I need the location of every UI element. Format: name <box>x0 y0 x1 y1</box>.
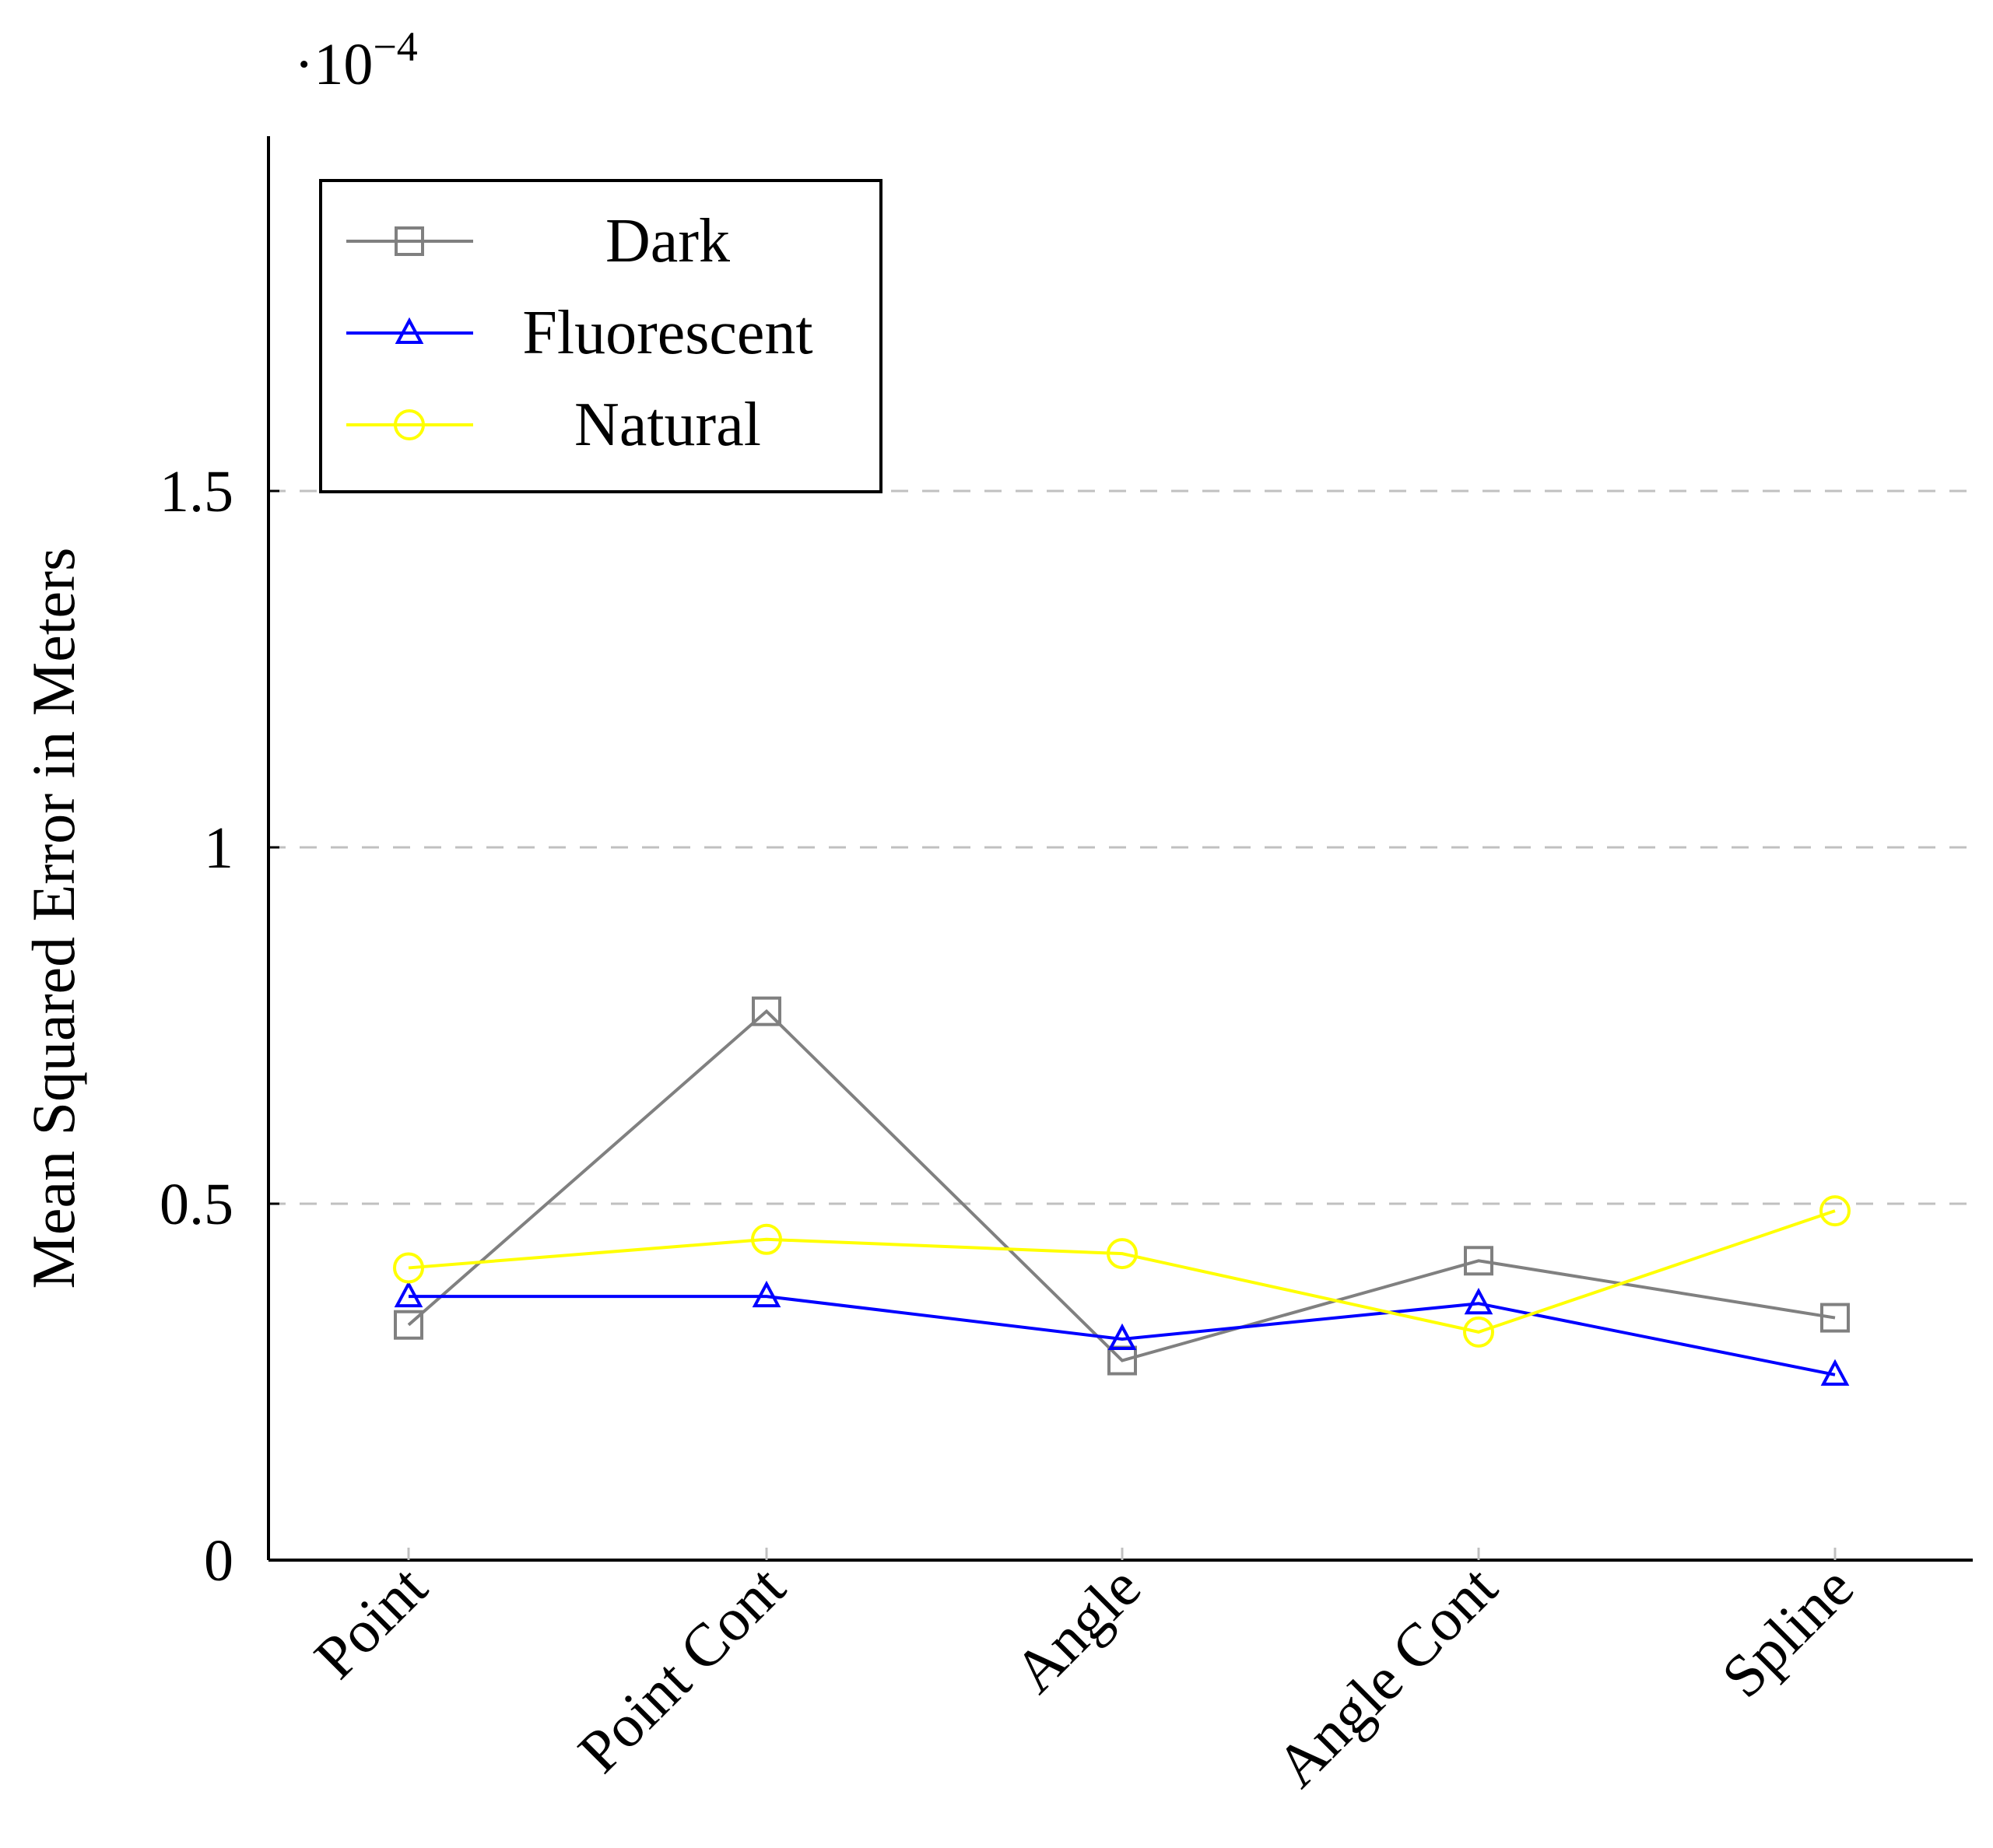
x-tick-label: Spline <box>1709 1553 1866 1710</box>
series <box>393 996 1851 1386</box>
legend-label: Natural <box>574 391 761 459</box>
series-natural <box>393 1195 1851 1348</box>
legend-label: Fluorescent <box>522 299 812 367</box>
series-fluorescent <box>394 1280 1850 1386</box>
legend-item: Natural <box>346 391 761 459</box>
y-scale-exponent: −4 <box>373 23 417 70</box>
legend-label: Dark <box>605 207 730 275</box>
series-line <box>407 1008 1836 1362</box>
data-point <box>1464 1288 1493 1315</box>
x-tick-label: Point <box>301 1552 440 1691</box>
x-tick-label: Angle Cont <box>1263 1552 1511 1800</box>
svg-text:·10−4: ·10−4 <box>294 23 418 97</box>
y-ticks: 0 0.5 1 1.5 <box>160 459 279 1594</box>
y-tick-label: 0.5 <box>160 1172 233 1237</box>
x-tick-label: Angle <box>1001 1553 1153 1706</box>
data-point <box>1107 1323 1137 1351</box>
y-tick-label: 1.5 <box>160 459 233 524</box>
legend-item: Dark <box>346 207 730 275</box>
data-point <box>1820 1359 1850 1386</box>
data-point <box>1464 1246 1493 1276</box>
x-tick-label: Point Cont <box>565 1552 798 1785</box>
grid-lines <box>268 489 1973 1205</box>
legend: Dark Fluorescent Natural <box>319 179 882 493</box>
series-line <box>409 1295 1836 1376</box>
data-point <box>1463 1316 1494 1348</box>
y-tick-label: 0 <box>204 1528 233 1594</box>
legend-item: Fluorescent <box>346 299 813 367</box>
data-point <box>1107 1238 1138 1270</box>
data-point <box>751 1223 782 1255</box>
data-point <box>393 1252 424 1284</box>
x-ticks: Point Point Cont Angle Angle Cont Spline <box>301 1548 1866 1800</box>
data-point <box>394 1280 423 1308</box>
data-point <box>752 1280 781 1308</box>
data-point <box>394 1310 423 1340</box>
y-axis-label: Mean Squared Error in Meters <box>19 547 87 1289</box>
legend-box <box>319 179 882 493</box>
legend-marker <box>395 317 424 344</box>
y-scale-factor: ·10−4 <box>294 23 418 97</box>
y-scale-dot: · <box>294 32 314 97</box>
y-scale-base: 10 <box>314 32 373 97</box>
data-point <box>752 996 781 1026</box>
y-tick-label: 1 <box>204 815 233 881</box>
series-line <box>408 1209 1836 1334</box>
legend-marker <box>395 226 424 256</box>
legend-marker <box>394 409 425 440</box>
data-point <box>1820 1303 1850 1333</box>
series-dark <box>394 996 1850 1376</box>
data-point <box>1819 1195 1851 1227</box>
